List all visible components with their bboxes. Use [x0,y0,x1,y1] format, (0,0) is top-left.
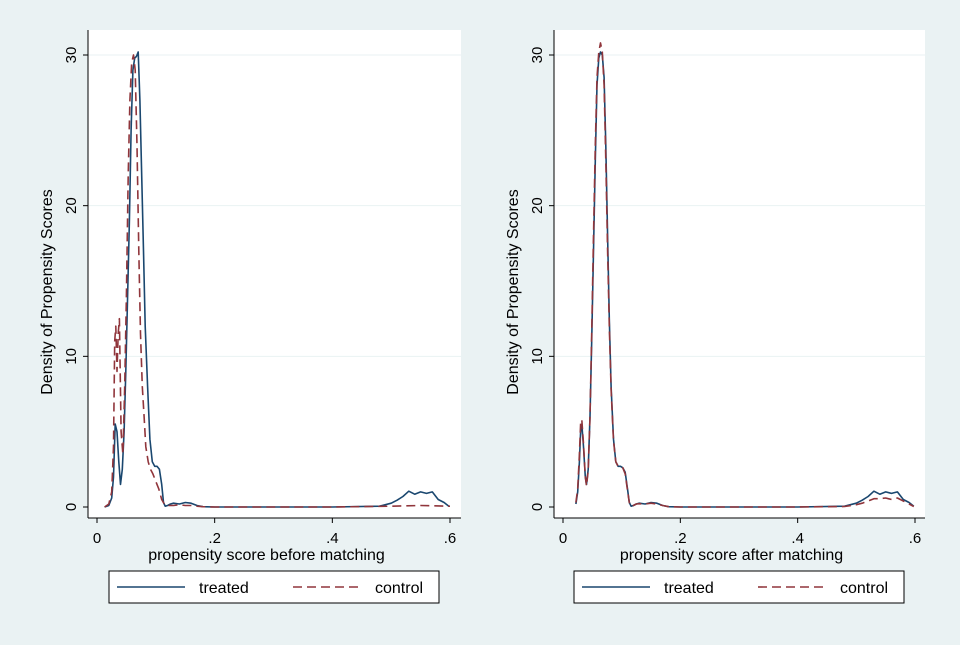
x-tick-label: .6 [444,530,457,547]
legend-label-control: control [375,580,423,597]
chart-panel-2: 0 10 20 30 0 .2 .4 .6 propensity score after mat… [505,30,925,604]
series-line-control [104,54,451,508]
x-tick-label: 0 [559,530,567,547]
y-tick-label: 10 [63,348,80,365]
legend-label-treated: treated [199,580,249,597]
legend: treated control [573,570,905,604]
y-axis-title: Density of Propensity Scores [505,189,522,394]
x-tick-label: .4 [791,530,804,547]
series-line-control [575,42,915,508]
x-tick-label: .6 [909,530,922,547]
y-tick-label: 20 [529,197,546,214]
legend: treated control [108,570,440,604]
y-tick-label: 30 [529,47,546,64]
y-tick-label: 0 [63,503,80,511]
series-line-treated [104,51,450,508]
chart-panel-1: 0 10 20 30 0 .2 .4 .6 propensity score before ma… [39,30,461,604]
y-axis-title: Density of Propensity Scores [39,189,56,394]
y-tick-label: 20 [63,197,80,214]
plot-area [554,30,925,518]
x-axis-title: propensity score after matching [620,547,843,564]
x-tick-label: .2 [674,530,687,547]
legend-label-treated: treated [664,580,714,597]
x-axis-title: propensity score before matching [148,547,385,564]
x-tick-label: .2 [208,530,221,547]
x-tick-label: .4 [326,530,339,547]
y-tick-label: 0 [529,503,546,511]
y-tick-label: 10 [529,348,546,365]
legend-label-control: control [840,580,888,597]
x-tick-label: 0 [93,530,101,547]
y-tick-label: 30 [63,47,80,64]
